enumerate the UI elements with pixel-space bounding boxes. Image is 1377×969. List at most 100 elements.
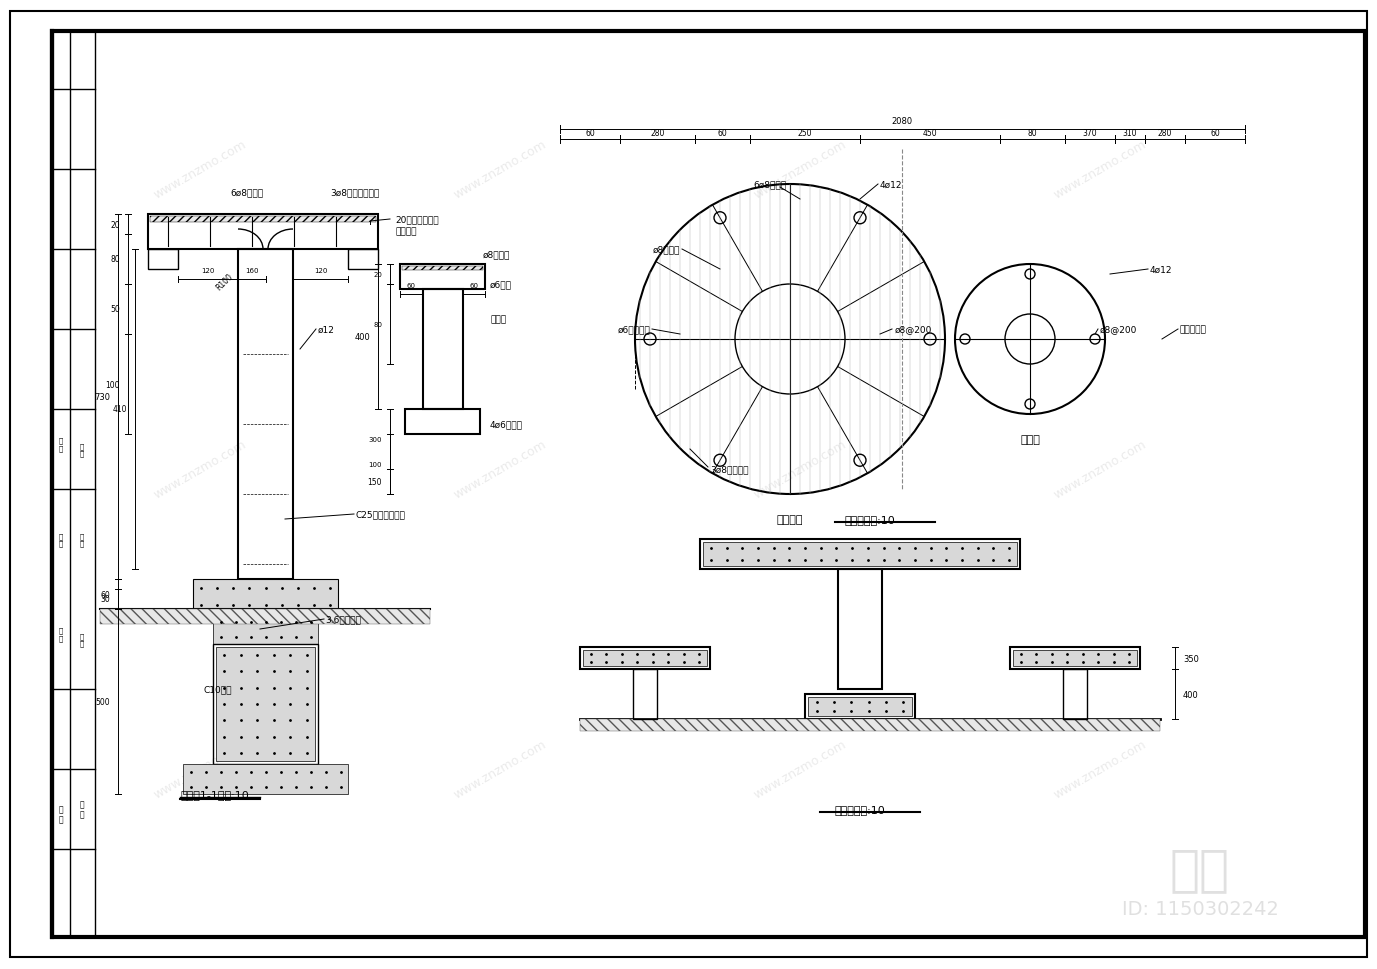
Text: 120: 120 — [201, 267, 215, 273]
Text: 6ø8放射筋: 6ø8放射筋 — [230, 188, 263, 197]
Text: 120: 120 — [314, 267, 328, 273]
Bar — [582, 650, 706, 667]
Text: 知末: 知末 — [1170, 845, 1230, 893]
Text: 审
核: 审 核 — [59, 532, 63, 547]
Text: 60: 60 — [101, 590, 110, 599]
Text: 3.6双向布置: 3.6双向布置 — [325, 615, 361, 624]
Bar — [633, 670, 657, 719]
Text: 中截面: 中截面 — [1020, 434, 1040, 445]
Text: www.znzmo.com: www.znzmo.com — [151, 138, 249, 202]
Text: 校
对: 校 对 — [80, 632, 84, 646]
Text: 150: 150 — [368, 478, 381, 486]
Bar — [580, 719, 1159, 732]
Text: ø8@200: ø8@200 — [1100, 326, 1137, 334]
Bar — [704, 543, 1018, 567]
Text: 预埋件位置: 预埋件位置 — [1180, 326, 1206, 334]
Bar — [423, 290, 463, 410]
Text: 30: 30 — [101, 595, 110, 604]
Text: ø12: ø12 — [318, 326, 335, 334]
Text: 160: 160 — [245, 267, 259, 273]
Text: www.znzmo.com: www.znzmo.com — [151, 438, 249, 501]
Text: ø6周围布置: ø6周围布置 — [617, 326, 650, 334]
Bar — [700, 540, 1020, 570]
Text: 3ø8箍筋周圈布置: 3ø8箍筋周圈布置 — [330, 188, 379, 197]
Text: 4ø12: 4ø12 — [880, 180, 902, 189]
Text: C10素砼: C10素砼 — [204, 685, 233, 694]
Bar — [580, 647, 711, 670]
Bar — [839, 570, 883, 689]
Text: www.znzmo.com: www.znzmo.com — [752, 438, 848, 501]
Text: 4ø6底盘筋: 4ø6底盘筋 — [490, 421, 523, 429]
Text: 日
期: 日 期 — [59, 437, 63, 452]
Bar — [183, 765, 348, 795]
Text: 280: 280 — [650, 128, 665, 138]
Text: 80: 80 — [1027, 128, 1037, 138]
Text: 砼桌凳立面:10: 砼桌凳立面:10 — [834, 804, 885, 814]
Text: ø8@200: ø8@200 — [895, 326, 932, 334]
Bar — [213, 614, 318, 644]
Text: www.znzmo.com: www.znzmo.com — [1052, 138, 1148, 202]
Text: 4ø12: 4ø12 — [1150, 266, 1172, 274]
Text: 20: 20 — [110, 220, 120, 230]
Bar — [1013, 650, 1137, 667]
Text: C25豆石砂浆窝牢: C25豆石砂浆窝牢 — [355, 510, 405, 519]
Text: 370: 370 — [1082, 128, 1097, 138]
Text: www.znzmo.com: www.znzmo.com — [1052, 737, 1148, 801]
Text: 20: 20 — [373, 271, 381, 278]
Text: 730: 730 — [94, 392, 110, 401]
Text: 80: 80 — [110, 255, 120, 265]
Text: 60: 60 — [1210, 128, 1220, 138]
Text: 20厚花岗石贴面: 20厚花岗石贴面 — [395, 215, 439, 224]
Bar — [405, 410, 481, 434]
Text: 60: 60 — [406, 283, 416, 289]
Text: ø8十字筋: ø8十字筋 — [653, 245, 680, 254]
Bar — [147, 250, 178, 269]
Text: R100: R100 — [215, 271, 235, 292]
Text: 2080: 2080 — [891, 117, 913, 126]
Text: 280: 280 — [1158, 128, 1172, 138]
Text: 100: 100 — [106, 380, 120, 390]
Bar — [1063, 670, 1086, 719]
Text: 60: 60 — [717, 128, 727, 138]
Text: www.znzmo.com: www.znzmo.com — [151, 737, 249, 801]
Bar — [216, 647, 315, 762]
Text: 设
计: 设 计 — [59, 627, 63, 641]
Text: www.znzmo.com: www.znzmo.com — [452, 737, 548, 801]
Text: 250: 250 — [797, 128, 812, 138]
Text: ID: 1150302242: ID: 1150302242 — [1121, 899, 1278, 919]
Text: 400: 400 — [354, 332, 370, 342]
Bar — [1009, 647, 1140, 670]
Bar — [402, 266, 483, 270]
Text: 80: 80 — [373, 322, 381, 328]
Text: 300: 300 — [369, 437, 381, 443]
Bar — [213, 644, 318, 765]
Text: 400: 400 — [1183, 690, 1199, 699]
Text: 60: 60 — [470, 283, 478, 289]
Text: 图
号: 图 号 — [80, 799, 84, 819]
Text: 图
名: 图 名 — [59, 804, 63, 824]
Text: 3ø8周圈布置: 3ø8周圈布置 — [711, 465, 749, 474]
Text: ø8十字筋: ø8十字筋 — [482, 250, 509, 260]
Text: 500: 500 — [95, 698, 110, 706]
Text: 310: 310 — [1122, 128, 1137, 138]
Text: 比
例: 比 例 — [80, 443, 84, 456]
Text: www.znzmo.com: www.znzmo.com — [1052, 438, 1148, 501]
Bar — [101, 610, 430, 624]
Text: www.znzmo.com: www.znzmo.com — [452, 438, 548, 501]
Text: www.znzmo.com: www.znzmo.com — [752, 737, 848, 801]
Text: www.znzmo.com: www.znzmo.com — [752, 138, 848, 202]
Bar — [808, 698, 912, 716]
Text: 60: 60 — [585, 128, 595, 138]
Text: 预埋件: 预埋件 — [490, 315, 507, 325]
Bar — [806, 694, 914, 719]
Text: （余同）: （余同） — [395, 228, 416, 236]
Bar — [193, 579, 337, 614]
Text: 50: 50 — [110, 305, 120, 314]
Text: 410: 410 — [113, 405, 127, 414]
Bar — [399, 265, 485, 290]
Text: 100: 100 — [369, 461, 381, 467]
Bar — [147, 215, 379, 250]
Text: 砼桌凳平面:10: 砼桌凳平面:10 — [844, 515, 895, 524]
Bar — [348, 250, 379, 269]
Text: 6ø8放射筋: 6ø8放射筋 — [753, 180, 786, 189]
